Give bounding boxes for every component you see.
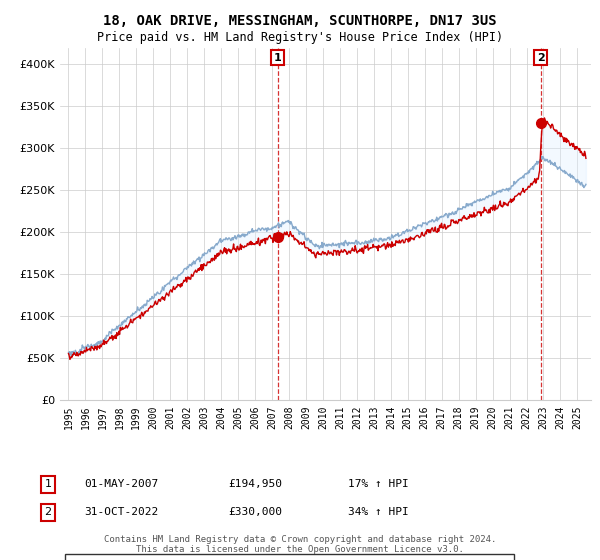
- Text: Price paid vs. HM Land Registry's House Price Index (HPI): Price paid vs. HM Land Registry's House …: [97, 31, 503, 44]
- Text: 31-OCT-2022: 31-OCT-2022: [84, 507, 158, 517]
- Text: 17% ↑ HPI: 17% ↑ HPI: [348, 479, 409, 489]
- Text: £330,000: £330,000: [228, 507, 282, 517]
- Text: 2: 2: [44, 507, 52, 517]
- Text: 34% ↑ HPI: 34% ↑ HPI: [348, 507, 409, 517]
- Legend: 18, OAK DRIVE, MESSINGHAM, SCUNTHORPE, DN17 3US (detached house), HPI: Average p: 18, OAK DRIVE, MESSINGHAM, SCUNTHORPE, D…: [65, 554, 514, 560]
- Text: 01-MAY-2007: 01-MAY-2007: [84, 479, 158, 489]
- Text: 18, OAK DRIVE, MESSINGHAM, SCUNTHORPE, DN17 3US: 18, OAK DRIVE, MESSINGHAM, SCUNTHORPE, D…: [103, 14, 497, 28]
- Text: 2: 2: [537, 53, 544, 63]
- Text: Contains HM Land Registry data © Crown copyright and database right 2024.
This d: Contains HM Land Registry data © Crown c…: [104, 535, 496, 554]
- Text: 1: 1: [274, 53, 281, 63]
- Text: £194,950: £194,950: [228, 479, 282, 489]
- Text: 1: 1: [44, 479, 52, 489]
